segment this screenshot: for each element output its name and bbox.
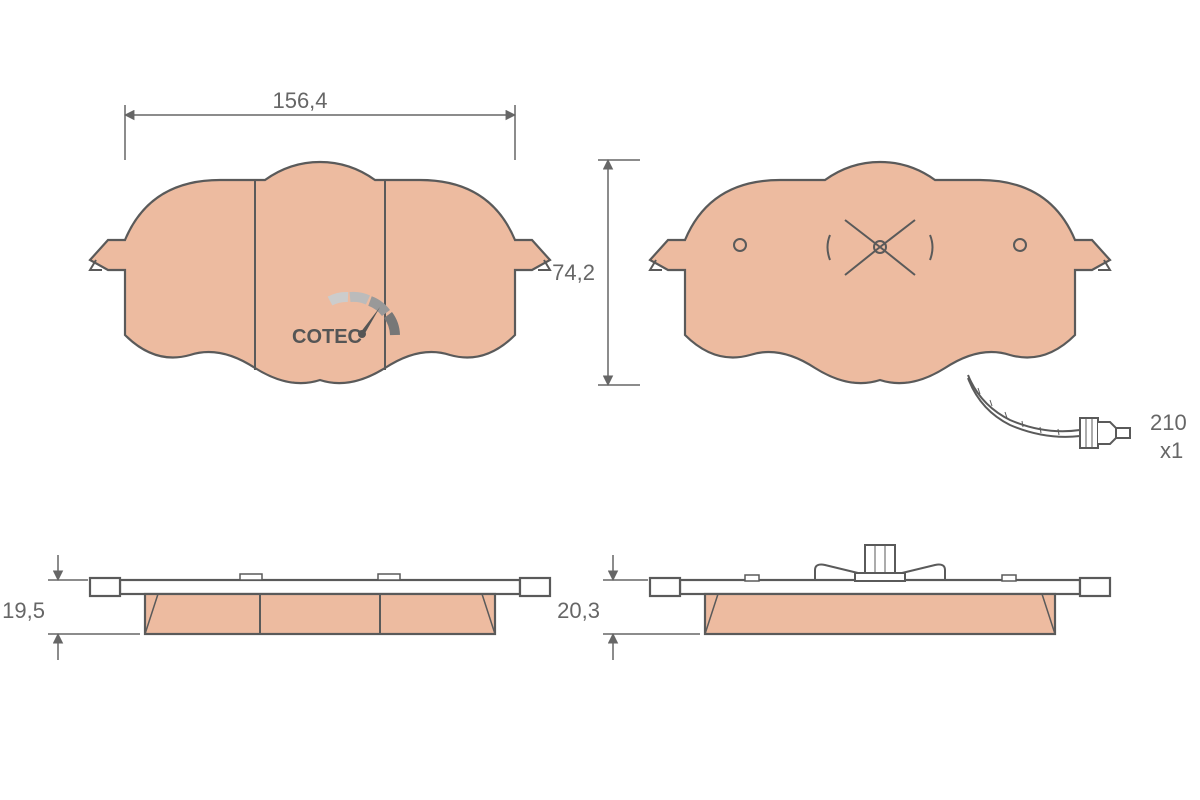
- dim-sensor-count: x1: [1160, 438, 1183, 463]
- dim-thickness-right: 20,3: [557, 555, 700, 660]
- pad-face-left: COTEC: [90, 162, 550, 383]
- backing-plate-left: [90, 162, 550, 383]
- pad-side-left: [90, 574, 550, 634]
- dim-width: 156,4: [125, 88, 515, 160]
- pad-face-right: [650, 162, 1130, 448]
- wear-sensor: [968, 375, 1130, 448]
- dim-sensor-length: 210: [1150, 410, 1187, 435]
- backing-plate-right: [650, 162, 1110, 383]
- dim-thickness-left-value: 19,5: [2, 598, 45, 623]
- pad-side-right: [650, 545, 1110, 634]
- dim-thickness-left: 19,5: [2, 555, 140, 660]
- technical-drawing: COTEC 156,4: [0, 0, 1200, 800]
- dim-height: 74,2: [552, 160, 640, 385]
- dim-sensor: 210 x1: [1150, 410, 1187, 463]
- logo-text: COTEC: [292, 326, 362, 348]
- spring-clip: [815, 545, 945, 581]
- dim-thickness-right-value: 20,3: [557, 598, 600, 623]
- dim-width-value: 156,4: [272, 88, 327, 113]
- dim-height-value: 74,2: [552, 260, 595, 285]
